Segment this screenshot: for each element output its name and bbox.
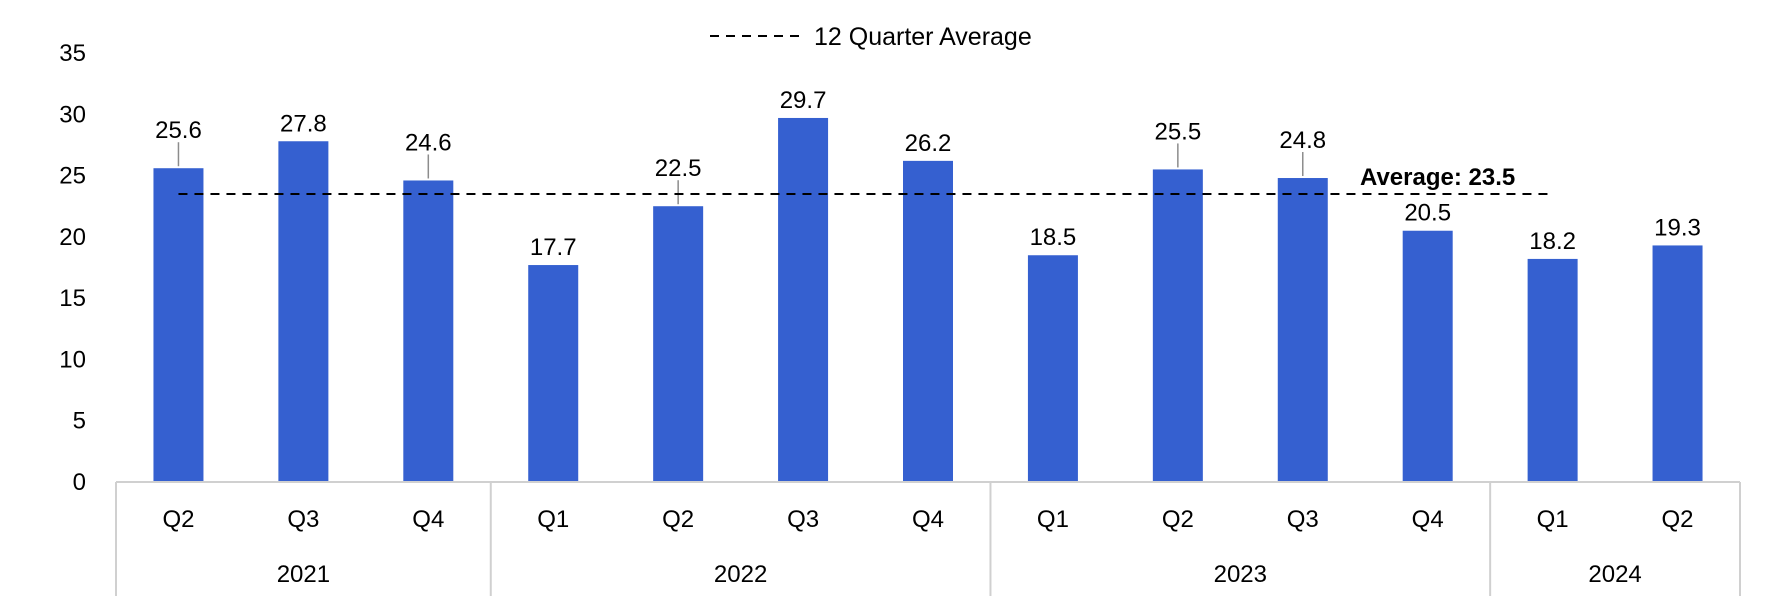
year-label: 2022	[714, 561, 767, 588]
bar	[1527, 258, 1578, 482]
bar	[1402, 230, 1453, 482]
bar	[653, 206, 704, 482]
legend: 12 Quarter Average	[710, 23, 1032, 51]
x-axis: Q2 Q3 Q4 Q1 Q2 Q3 Q4 Q1 Q2 Q3 Q4 Q1 Q2 2021 2022 2023 20…	[115, 481, 1741, 596]
data-label: 24.6	[405, 129, 452, 156]
year-label: 2024	[1588, 561, 1641, 588]
data-label: 25.5	[1154, 118, 1201, 145]
bar	[278, 141, 329, 482]
category-label: Q3	[287, 506, 319, 533]
data-label: 17.7	[530, 234, 577, 261]
data-label: 24.8	[1279, 127, 1326, 154]
category-label: Q4	[412, 506, 444, 533]
legend-average-label: 12 Quarter Average	[814, 23, 1032, 51]
data-label: 26.2	[905, 130, 952, 157]
bar	[528, 265, 579, 482]
category-label: Q3	[787, 506, 819, 533]
y-tick-label: 5	[73, 408, 86, 435]
category-label: Q1	[1537, 506, 1569, 533]
category-label: Q2	[662, 506, 694, 533]
category-label: Q4	[1412, 506, 1444, 533]
year-label: 2021	[277, 561, 330, 588]
data-label: 25.6	[155, 117, 202, 144]
bar	[903, 160, 953, 482]
y-tick-label: 15	[59, 285, 86, 312]
category-label: Q2	[162, 506, 194, 533]
year-label: 2023	[1214, 561, 1267, 588]
category-label: Q1	[537, 506, 569, 533]
bar	[1152, 169, 1203, 482]
y-tick-label: 30	[59, 101, 86, 128]
average-line-group: Average: 23.5	[178, 164, 1552, 195]
data-label: 18.2	[1529, 228, 1576, 255]
data-label: 29.7	[780, 87, 827, 114]
data-label: 20.5	[1404, 200, 1451, 227]
data-label: 27.8	[280, 110, 327, 137]
bar	[1652, 245, 1703, 482]
y-tick-label: 0	[73, 469, 86, 496]
category-label: Q4	[912, 506, 944, 533]
data-labels: 25.6 27.8 24.6 17.7 22.5 29.7 26.2 18.5 25.5 24.8…	[155, 87, 1701, 261]
category-label: Q2	[1162, 506, 1194, 533]
y-tick-label: 25	[59, 163, 86, 190]
y-axis: 0 5 10 15 20 25 30 35	[59, 40, 86, 496]
y-tick-label: 35	[59, 40, 86, 67]
y-tick-label: 20	[59, 224, 86, 251]
bar	[778, 117, 829, 482]
bar	[403, 180, 454, 482]
category-label: Q1	[1037, 506, 1069, 533]
bar	[1027, 255, 1078, 482]
data-label: 18.5	[1030, 224, 1077, 251]
average-label: Average: 23.5	[1360, 164, 1515, 191]
category-label: Q2	[1662, 506, 1694, 533]
bar	[1277, 178, 1328, 482]
data-label: 22.5	[655, 155, 702, 182]
y-tick-label: 10	[59, 346, 86, 373]
category-label: Q3	[1287, 506, 1319, 533]
bar	[153, 168, 204, 482]
data-label: 19.3	[1654, 214, 1701, 241]
bars	[153, 117, 1703, 482]
